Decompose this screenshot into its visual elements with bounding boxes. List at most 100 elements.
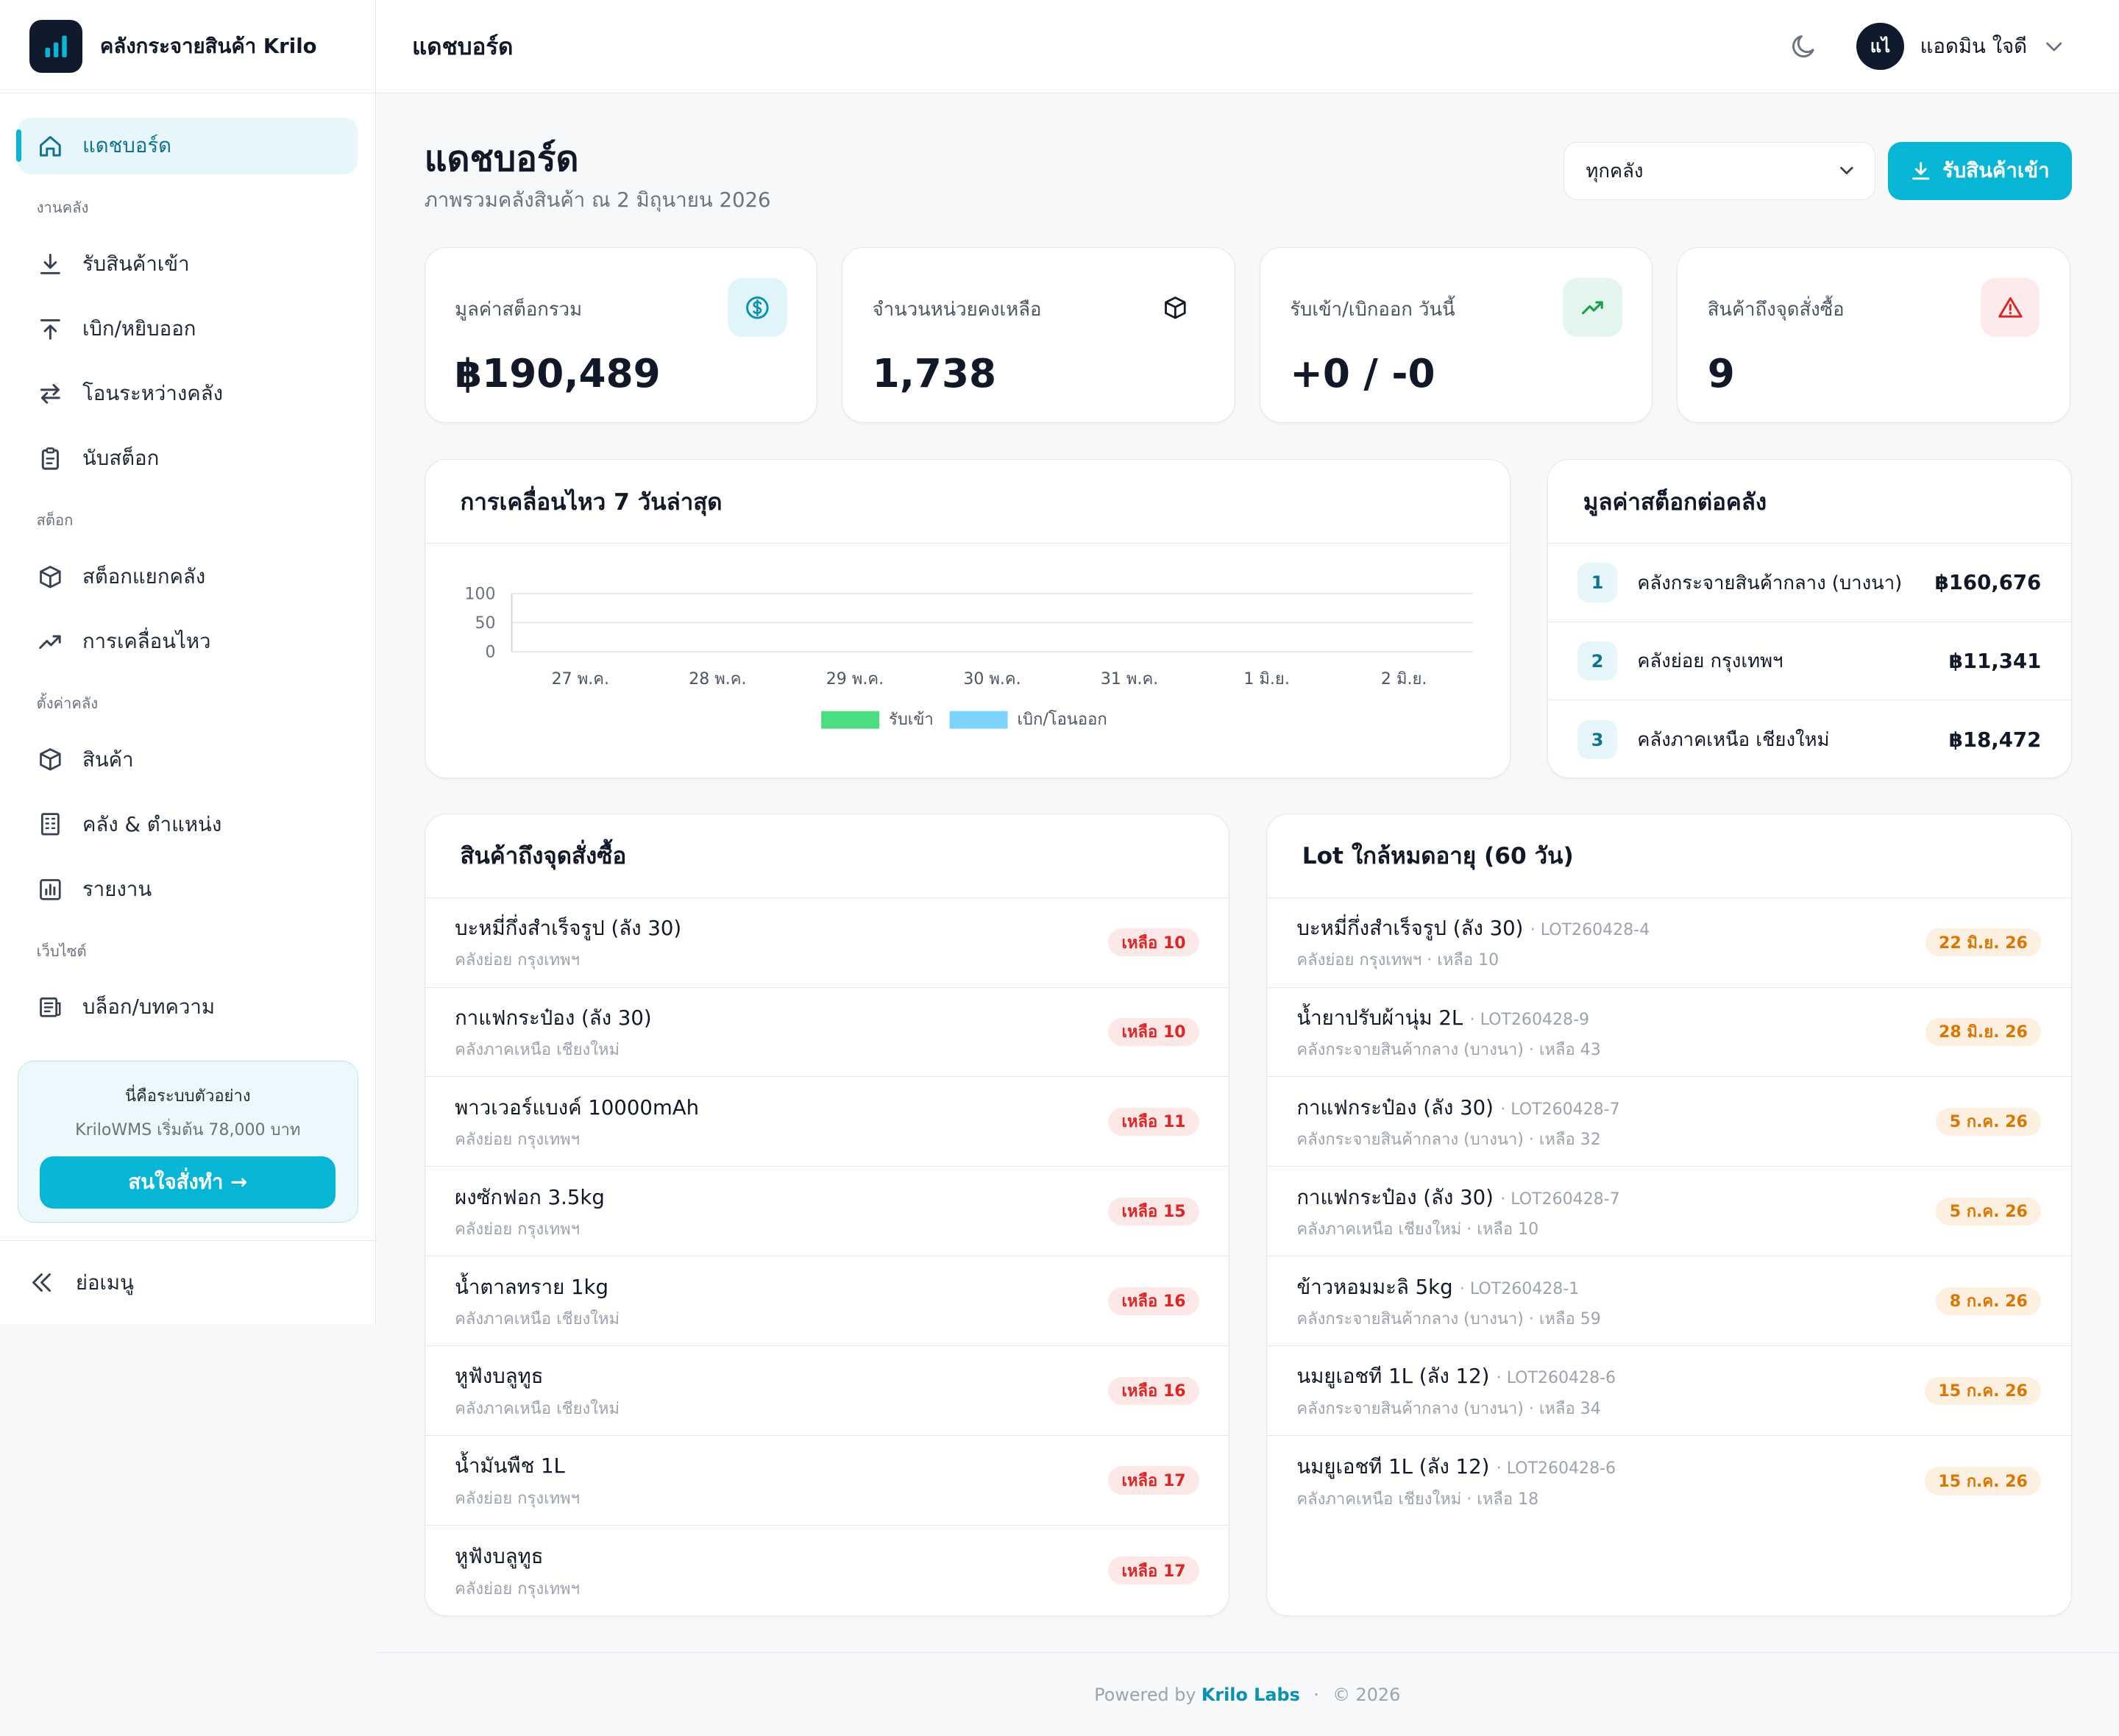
expiring-lot-row[interactable]: ข้าวหอมมะลิ 5kg · LOT260428-1 คลังกระจายส…: [1266, 1256, 2071, 1347]
moon-icon[interactable]: [1789, 32, 1819, 61]
sidebar-item-label: สต็อกแยกคลัง: [82, 564, 206, 588]
reorder-row[interactable]: บะหมี่กึ่งสำเร็จรูป (ลัง 30) คลังย่อย กรุ…: [425, 898, 1229, 988]
lot-detail: คลังภาคเหนือ เชียงใหม่ · เหลือ 18: [1296, 1490, 1539, 1509]
reorder-row[interactable]: น้ำมันพืช 1L คลังย่อย กรุงเทพฯ เหลือ 17: [425, 1436, 1229, 1526]
lot-number: · LOT260428-7: [1500, 1189, 1620, 1209]
stat-value: 9: [1707, 350, 1735, 396]
promo-title: นี่คือระบบตัวอย่าง: [124, 1087, 251, 1106]
stat-card: มูลค่าสต็อกรวม ฿190,489: [424, 247, 818, 423]
transfer-icon: [37, 380, 64, 408]
lot-number: · LOT260428-7: [1500, 1100, 1620, 1119]
trend-icon: [37, 628, 64, 655]
warehouse-value-row[interactable]: 3 คลังภาคเหนือ เชียงใหม่ ฿18,472: [1548, 700, 2071, 778]
reorder-row[interactable]: หูฟังบลูทูธ คลังย่อย กรุงเทพฯ เหลือ 17: [425, 1526, 1229, 1615]
rank-number: 2: [1577, 641, 1617, 681]
stat-card: รับเข้า/เบิกออก วันนี้ +0 / -0: [1259, 247, 1653, 423]
sidebar-section-label: เว็บไซต์: [36, 942, 87, 960]
expiry-date-badge: 28 มิ.ย. 26: [1925, 1017, 2042, 1047]
sidebar-item[interactable]: สินค้า: [18, 731, 358, 788]
warehouse-value: ฿160,676: [1934, 571, 2042, 595]
chevron-down-icon[interactable]: [2043, 35, 2065, 57]
sidebar-item[interactable]: รับสินค้าเข้า: [18, 235, 358, 292]
stat-value: 1,738: [872, 350, 997, 396]
footer: Powered by Krilo Labs · © 2026: [375, 1652, 2119, 1736]
sidebar-item[interactable]: นับสต็อก: [18, 430, 358, 487]
warehouse-value-row[interactable]: 2 คลังย่อย กรุงเทพฯ ฿11,341: [1548, 622, 2071, 701]
remaining-badge: เหลือ 10: [1108, 1017, 1199, 1047]
upload-icon: [37, 316, 64, 343]
double-chevron-left-icon: [32, 1273, 52, 1292]
user-name[interactable]: แอดมิน ใจดี: [1920, 34, 2028, 58]
lot-detail: คลังกระจายสินค้ากลาง (บางนา) · เหลือ 34: [1296, 1400, 1601, 1419]
sidebar-item-label: โอนระหว่างคลัง: [82, 382, 224, 406]
sidebar-item[interactable]: เบิก/หยิบออก: [18, 300, 358, 357]
x-tick-label: 31 พ.ค.: [1101, 670, 1158, 689]
warehouse-name: คลังภาคเหนือ เชียงใหม่: [1637, 729, 1830, 752]
reorder-row[interactable]: พาวเวอร์แบงค์ 10000mAh คลังย่อย กรุงเทพฯ เ…: [425, 1077, 1229, 1167]
warehouse-name: คลังย่อย กรุงเทพฯ: [455, 1579, 581, 1598]
sidebar-item[interactable]: คลัง & ตำแหน่ง: [18, 796, 358, 853]
reorder-row[interactable]: น้ำตาลทราย 1kg คลังภาคเหนือ เชียงใหม่ เหลื…: [425, 1256, 1229, 1347]
collapse-menu-button[interactable]: ย่อเมนู: [0, 1240, 376, 1324]
warehouse-value-title: มูลค่าสต็อกต่อคลัง: [1548, 460, 2071, 544]
sidebar-item[interactable]: บล็อก/บทความ: [18, 979, 358, 1036]
warehouse-name: คลังย่อย กรุงเทพฯ: [455, 1131, 581, 1150]
remaining-badge: เหลือ 16: [1108, 1376, 1199, 1406]
receive-goods-button[interactable]: รับสินค้าเข้า: [1887, 141, 2072, 200]
product-name: น้ำยาปรับผ้านุ่ม 2L: [1296, 1006, 1463, 1030]
chevron-down-icon: [1840, 167, 1853, 175]
lot-number: · LOT260428-6: [1496, 1459, 1616, 1478]
sidebar-item[interactable]: สต็อกแยกคลัง: [18, 548, 358, 605]
x-tick-label: 2 มิ.ย.: [1381, 670, 1427, 689]
sidebar-item[interactable]: รายงาน: [18, 861, 358, 917]
bar-chart-icon: [45, 35, 67, 57]
reorder-title: สินค้าถึงจุดสั่งซื้อ: [425, 814, 1229, 898]
remaining-badge: เหลือ 17: [1108, 1466, 1199, 1495]
sidebar-item[interactable]: โอนระหว่างคลัง: [18, 366, 358, 422]
dollar-icon: [746, 296, 769, 319]
product-name: หูฟังบลูทูธ: [455, 1365, 544, 1389]
expiring-lot-row[interactable]: บะหมี่กึ่งสำเร็จรูป (ลัง 30) · LOT260428…: [1266, 898, 2071, 988]
lot-number: · LOT260428-4: [1530, 920, 1650, 939]
movement-chart-title: การเคลื่อนไหว 7 วันล่าสุด: [425, 460, 1511, 544]
receive-goods-label: รับสินค้าเข้า: [1942, 159, 2050, 183]
footer-powered: Powered by: [1094, 1684, 1196, 1705]
expiring-lot-row[interactable]: นมยูเอชที 1L (ลัง 12) · LOT260428-6 คลังภ…: [1267, 1436, 2071, 1526]
sidebar-nav: แดชบอร์ด งานคลัง รับสินค้าเข้า เบิก/หยิบออก…: [0, 93, 375, 1036]
y-tick-label: 0: [485, 644, 495, 662]
warehouse-value-card: มูลค่าสต็อกต่อคลัง 1 คลังกระจายสินค้ากลาง…: [1547, 459, 2072, 778]
warehouse-value-row[interactable]: 1 คลังกระจายสินค้ากลาง (บางนา) ฿160,676: [1548, 544, 2071, 622]
reorder-row[interactable]: กาแฟกระป๋อง (ลัง 30) คลังภาคเหนือ เชียงให…: [425, 988, 1229, 1078]
expiring-lot-row[interactable]: นมยูเอชที 1L (ลัง 12) · LOT260428-6 คลังก…: [1266, 1346, 2071, 1437]
rank-number: 1: [1577, 563, 1617, 602]
expiry-date-badge: 15 ก.ค. 26: [1925, 1376, 2042, 1406]
warehouse-value: ฿11,341: [1948, 649, 2042, 673]
remaining-badge: เหลือ 16: [1108, 1287, 1199, 1316]
expiring-lot-row[interactable]: กาแฟกระป๋อง (ลัง 30) · LOT260428-7 คลังกร…: [1266, 1077, 2071, 1167]
x-tick-label: 30 พ.ค.: [963, 670, 1021, 689]
footer-separator: ·: [1313, 1684, 1319, 1705]
box-icon: [37, 746, 64, 773]
expiring-lot-row[interactable]: น้ำยาปรับผ้านุ่ม 2L · LOT260428-9 คลังกระ…: [1266, 988, 2071, 1078]
product-name: ข้าวหอมมะลิ 5kg: [1296, 1275, 1453, 1299]
sidebar-item[interactable]: การเคลื่อนไหว: [18, 613, 358, 669]
expiring-lot-row[interactable]: กาแฟกระป๋อง (ลัง 30) · LOT260428-7 คลังภา…: [1266, 1167, 2071, 1257]
brand[interactable]: คลังกระจายสินค้า Krilo: [0, 0, 375, 93]
avatar[interactable]: แไ: [1856, 22, 1904, 70]
sidebar-item-label: แดชบอร์ด: [82, 134, 172, 158]
x-tick-label: 29 พ.ค.: [826, 670, 884, 689]
product-name: นมยูเอชที 1L (ลัง 12): [1296, 1454, 1490, 1479]
warehouse-select[interactable]: ทุกคลัง: [1563, 141, 1876, 200]
order-button[interactable]: สนใจสั่งทำ →: [40, 1156, 336, 1209]
product-name: กาแฟกระป๋อง (ลัง 30): [455, 1006, 652, 1030]
reorder-row[interactable]: ผงซักฟอก 3.5kg คลังย่อย กรุงเทพฯ เหลือ 15: [425, 1167, 1229, 1257]
product-name: บะหมี่กึ่งสำเร็จรูป (ลัง 30): [1296, 916, 1524, 940]
transfer-icon: [40, 383, 60, 404]
sidebar-item[interactable]: แดชบอร์ด: [16, 117, 358, 174]
lot-detail: คลังกระจายสินค้ากลาง (บางนา) · เหลือ 32: [1296, 1131, 1601, 1150]
expiry-date-badge: 5 ก.ค. 26: [1936, 1197, 2042, 1226]
upload-icon: [40, 319, 60, 340]
footer-brand-link[interactable]: Krilo Labs: [1201, 1684, 1300, 1705]
reorder-row[interactable]: หูฟังบลูทูธ คลังภาคเหนือ เชียงใหม่ เหลือ 1…: [425, 1346, 1229, 1437]
x-tick-label: 27 พ.ค.: [551, 670, 608, 689]
